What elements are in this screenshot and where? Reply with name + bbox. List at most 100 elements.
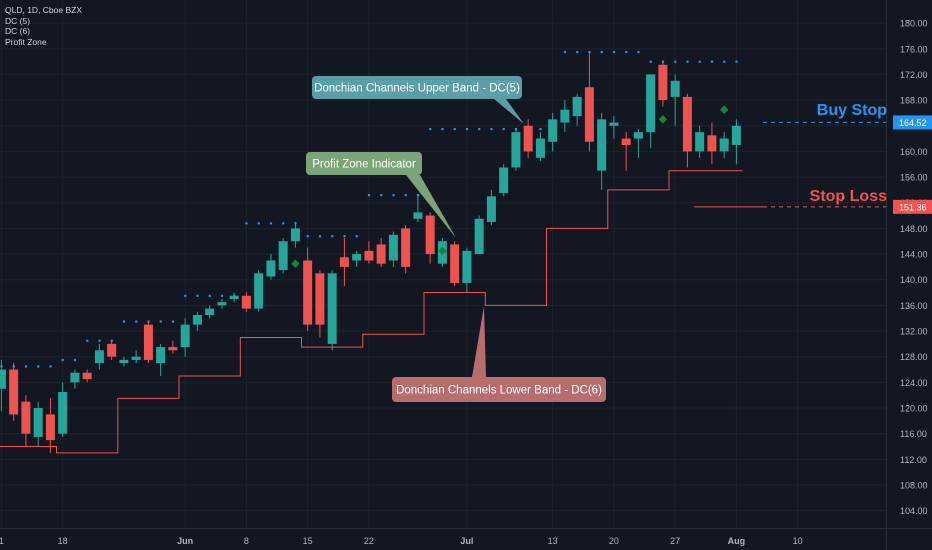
buy-stop-price-tag [893,115,932,130]
price-tick-label: 148.00 [900,224,928,234]
candle-body [131,356,141,360]
candle-body [315,273,325,325]
candle-body [303,260,313,325]
upper-band-dot [404,194,407,197]
candle-body [682,96,692,152]
time-tick-label: 10 [793,536,803,546]
annotation-text: Donchian Channels Upper Band - DC(5) [314,83,520,95]
upper-band-dot [282,222,285,225]
candle-body [241,295,251,309]
annotation-pointer [494,99,524,124]
candle-body [425,215,435,255]
upper-band-dot [563,50,567,54]
upper-band-dot [441,127,444,131]
upper-band-dot [24,365,28,368]
upper-band-dot [429,127,432,131]
annotation-box [306,152,422,175]
time-tick-label: 22 [364,536,374,546]
upper-band-dot [539,127,542,131]
upper-band-dot [37,365,40,368]
candle-body [584,87,594,142]
upper-band-dot [367,194,371,197]
candle-body [450,244,460,283]
profit-zone-marker [658,115,668,124]
upper-band-dot [490,127,493,131]
profit-zone-marker [719,105,729,114]
upper-band-dot [171,320,175,323]
price-tick-label: 168.00 [900,96,928,106]
candle-body [0,369,6,389]
upper-band-dot [343,235,346,238]
upper-band-dot [159,320,162,323]
upper-band-dot [306,235,309,238]
price-tick-label: 172.00 [900,70,928,80]
price-tick-label: 132.00 [900,327,928,337]
upper-band-dot [637,50,640,54]
candle-body [413,212,423,219]
time-tick-label: 27 [670,536,680,546]
legend-dc5[interactable]: DC (5) [5,15,31,26]
candle-body [388,234,398,261]
candle-body [192,315,202,325]
time-tick-label: Jul [460,536,473,546]
time-tick-label: 20 [609,536,619,546]
upper-band-dot [331,235,334,238]
time-tick-label: Aug [728,536,746,546]
upper-band-dot [245,222,248,225]
candle-body [168,347,178,351]
time-tick-label: 8 [244,536,249,546]
candle-body [695,132,705,152]
stop-loss-price-tag [893,199,932,214]
candle-body [217,302,227,306]
price-tick-label: 176.00 [900,44,928,54]
candle-body [401,228,411,267]
price-tick-label: 104.00 [900,506,928,516]
annotation-box [312,76,522,99]
price-tick-label: 112.00 [900,455,927,465]
candle-body [266,260,276,277]
legend-profit-zone[interactable]: Profit Zone [5,36,47,47]
price-tick-label: 116.00 [900,429,927,439]
candle-body [548,119,558,142]
price-tick-label: 160.00 [900,147,928,157]
candle-body [719,138,729,152]
upper-band-dot [122,320,126,323]
stop-loss-label: Stop Loss [810,188,887,205]
upper-band-dot [674,60,677,63]
upper-band-dot [184,294,187,297]
upper-band-dot [453,127,456,131]
lower-band-line [0,170,743,454]
time-tick-label: 1 [0,536,4,546]
candle-body [229,295,239,299]
upper-band-dot [86,339,89,342]
candle-body [707,135,717,152]
legend-symbol[interactable]: QLD, 1D, Cboe BZX [5,5,83,15]
candle-body [376,244,386,264]
price-tick-label: 156.00 [900,173,928,183]
candle-body [143,324,153,360]
candle-body [474,218,484,255]
upper-band-dot [416,194,420,197]
upper-band-dot [649,60,652,63]
candle-body [94,350,104,364]
price-tick-label: 108.00 [900,481,928,491]
candle-body [560,109,570,123]
time-tick-label: Jun [177,536,193,546]
upper-band-dot [318,235,322,238]
upper-band-dot [625,50,628,54]
candle-body [33,408,43,437]
legend: QLD, 1D, Cboe BZX DC (5) DC (6) Profit Z… [5,5,82,47]
upper-band-dot [257,222,260,225]
profit-zone-marker [291,259,300,268]
annotation-text: Donchian Channels Lower Band - DC(6) [396,385,602,397]
legend-dc6[interactable]: DC (6) [5,26,31,36]
time-tick-label: 13 [548,536,558,546]
upper-band-dot [735,60,738,63]
candle-body [462,250,472,283]
upper-band-dot [98,339,101,342]
candle-body [290,228,300,242]
price-tick-label: 120.00 [900,404,928,414]
candle-body [511,132,521,168]
